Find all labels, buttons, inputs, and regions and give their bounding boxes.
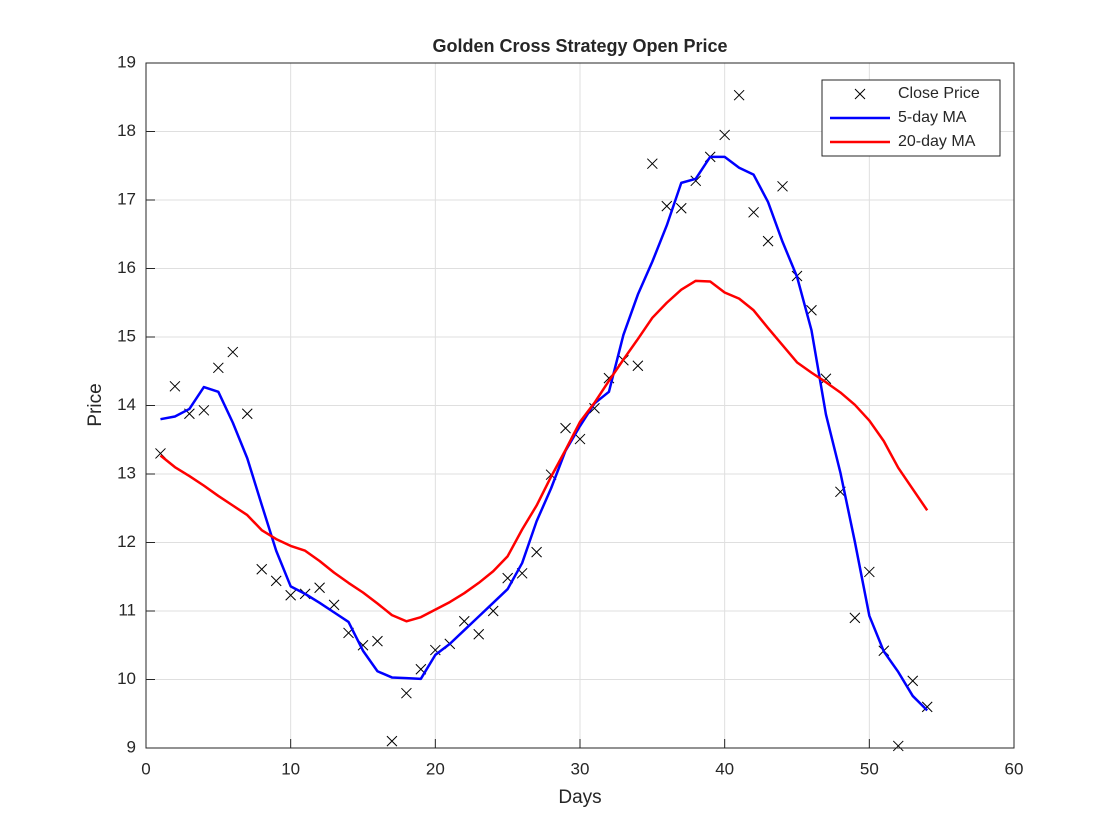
y-tick-label: 9 bbox=[127, 737, 136, 756]
legend-label: 5-day MA bbox=[898, 109, 967, 126]
y-tick-label: 12 bbox=[117, 532, 136, 551]
data-point bbox=[487, 605, 499, 617]
data-point bbox=[690, 175, 702, 187]
y-tick-label: 19 bbox=[117, 52, 136, 71]
x-tick-label: 60 bbox=[1005, 759, 1024, 778]
data-point bbox=[849, 612, 861, 624]
data-point bbox=[372, 635, 383, 647]
legend-marker bbox=[854, 88, 866, 100]
y-tick-label: 16 bbox=[117, 258, 136, 277]
data-point bbox=[719, 129, 731, 141]
data-point bbox=[574, 433, 586, 445]
y-tick-label: 13 bbox=[117, 463, 136, 482]
data-point bbox=[661, 200, 673, 212]
data-point bbox=[892, 740, 904, 752]
x-tick-label: 20 bbox=[426, 759, 445, 778]
y-tick-label: 15 bbox=[117, 326, 136, 345]
data-point bbox=[458, 615, 470, 627]
x-tick-label: 0 bbox=[141, 759, 150, 778]
data-point bbox=[241, 408, 253, 420]
data-point bbox=[531, 546, 542, 558]
data-point bbox=[212, 362, 224, 374]
data-point bbox=[675, 202, 687, 214]
data-point bbox=[560, 422, 571, 434]
data-point bbox=[314, 582, 325, 594]
y-tick-label: 11 bbox=[118, 600, 136, 619]
y-tick-label: 10 bbox=[117, 669, 136, 688]
data-point bbox=[733, 89, 745, 101]
data-point bbox=[589, 402, 600, 414]
data-point bbox=[285, 589, 297, 601]
x-tick-label: 30 bbox=[571, 759, 590, 778]
data-point bbox=[762, 235, 774, 247]
data-point bbox=[473, 628, 485, 640]
legend-label: 20-day MA bbox=[898, 133, 976, 150]
series-line bbox=[159, 279, 929, 623]
chart-title: Golden Cross Strategy Open Price bbox=[432, 36, 727, 56]
data-point bbox=[820, 373, 832, 385]
x-axis-label: Days bbox=[558, 787, 601, 808]
data-point bbox=[198, 404, 210, 416]
data-point bbox=[863, 566, 875, 578]
data-point bbox=[646, 158, 658, 170]
data-point bbox=[748, 206, 759, 218]
data-point bbox=[777, 180, 788, 192]
data-point bbox=[270, 575, 282, 587]
data-point bbox=[227, 346, 239, 358]
data-point bbox=[907, 675, 919, 687]
x-tick-label: 40 bbox=[715, 759, 734, 778]
data-point bbox=[328, 599, 340, 611]
y-axis-label: Price bbox=[85, 383, 106, 426]
data-point bbox=[401, 687, 412, 699]
data-point bbox=[386, 735, 398, 747]
y-tick-label: 17 bbox=[117, 189, 136, 208]
data-point bbox=[921, 701, 933, 713]
x-tick-label: 10 bbox=[281, 759, 300, 778]
x-tick-label: 50 bbox=[860, 759, 879, 778]
y-tick-label: 14 bbox=[117, 395, 136, 414]
legend-label: Close Price bbox=[898, 85, 980, 102]
series-line bbox=[160, 155, 929, 712]
data-point bbox=[632, 360, 644, 372]
y-tick-label: 18 bbox=[117, 121, 136, 140]
data-point bbox=[256, 563, 268, 575]
data-point bbox=[169, 380, 181, 392]
